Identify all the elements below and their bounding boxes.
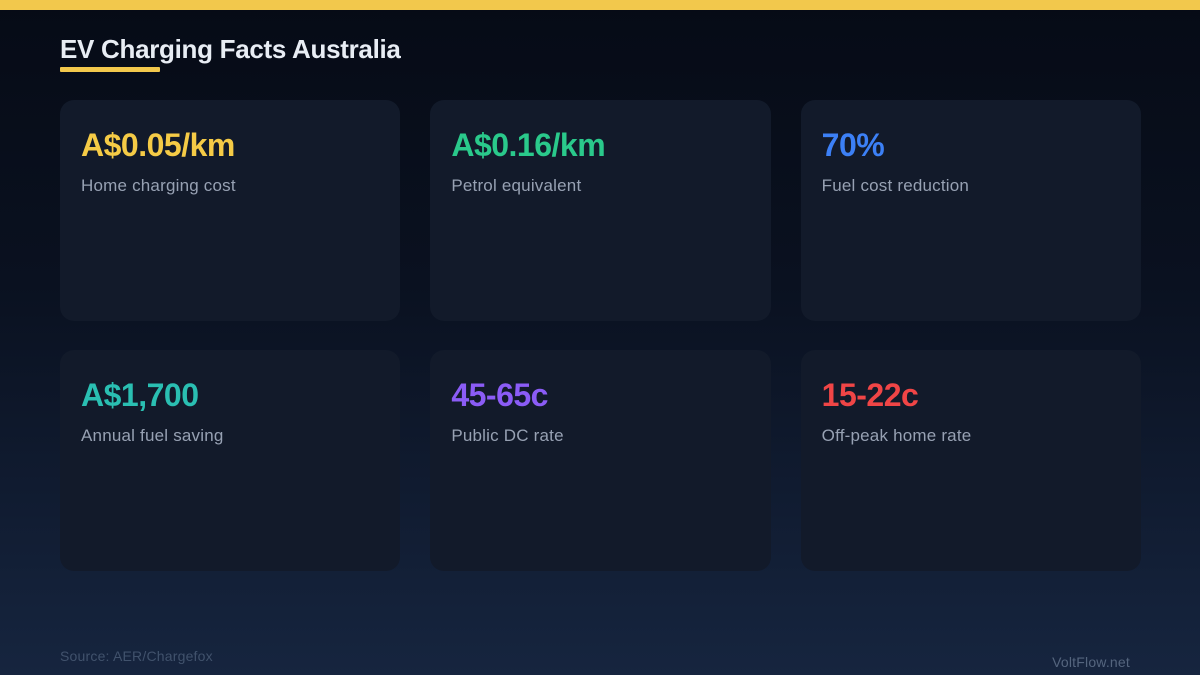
stat-value: 15-22c <box>821 377 919 413</box>
stat-card-grid: A$0.05/km Home charging cost A$0.16/km P… <box>60 100 1141 571</box>
stat-value: A$0.05/km <box>81 127 235 163</box>
accent-top-bar <box>0 0 1200 10</box>
stat-card-public-dc-rate: 45-65c Public DC rate <box>430 350 771 571</box>
stat-card-home-charging: A$0.05/km Home charging cost <box>60 100 401 321</box>
stat-value: A$0.16/km <box>451 127 606 163</box>
stat-label: Petrol equivalent <box>451 175 582 195</box>
stat-value: A$1,700 <box>81 377 199 413</box>
stat-card-fuel-cost-reduction: 70% Fuel cost reduction <box>800 100 1141 321</box>
stat-label: Home charging cost <box>81 175 236 195</box>
source-attribution: Source: AER/Chargefox <box>60 648 213 664</box>
stat-card-off-peak-home-rate: 15-22c Off-peak home rate <box>800 350 1141 571</box>
stat-label: Annual fuel saving <box>81 425 224 445</box>
stat-label: Fuel cost reduction <box>821 175 970 195</box>
page-title: EV Charging Facts Australia <box>60 34 401 64</box>
stat-card-annual-fuel-saving: A$1,700 Annual fuel saving <box>60 350 401 571</box>
stat-card-petrol-equivalent: A$0.16/km Petrol equivalent <box>430 100 771 321</box>
stat-label: Public DC rate <box>451 425 564 445</box>
brand-watermark: VoltFlow.net <box>1052 654 1130 670</box>
stat-value: 70% <box>821 127 885 163</box>
stat-label: Off-peak home rate <box>821 425 972 445</box>
stat-value: 45-65c <box>451 377 548 413</box>
title-underline <box>60 67 160 72</box>
